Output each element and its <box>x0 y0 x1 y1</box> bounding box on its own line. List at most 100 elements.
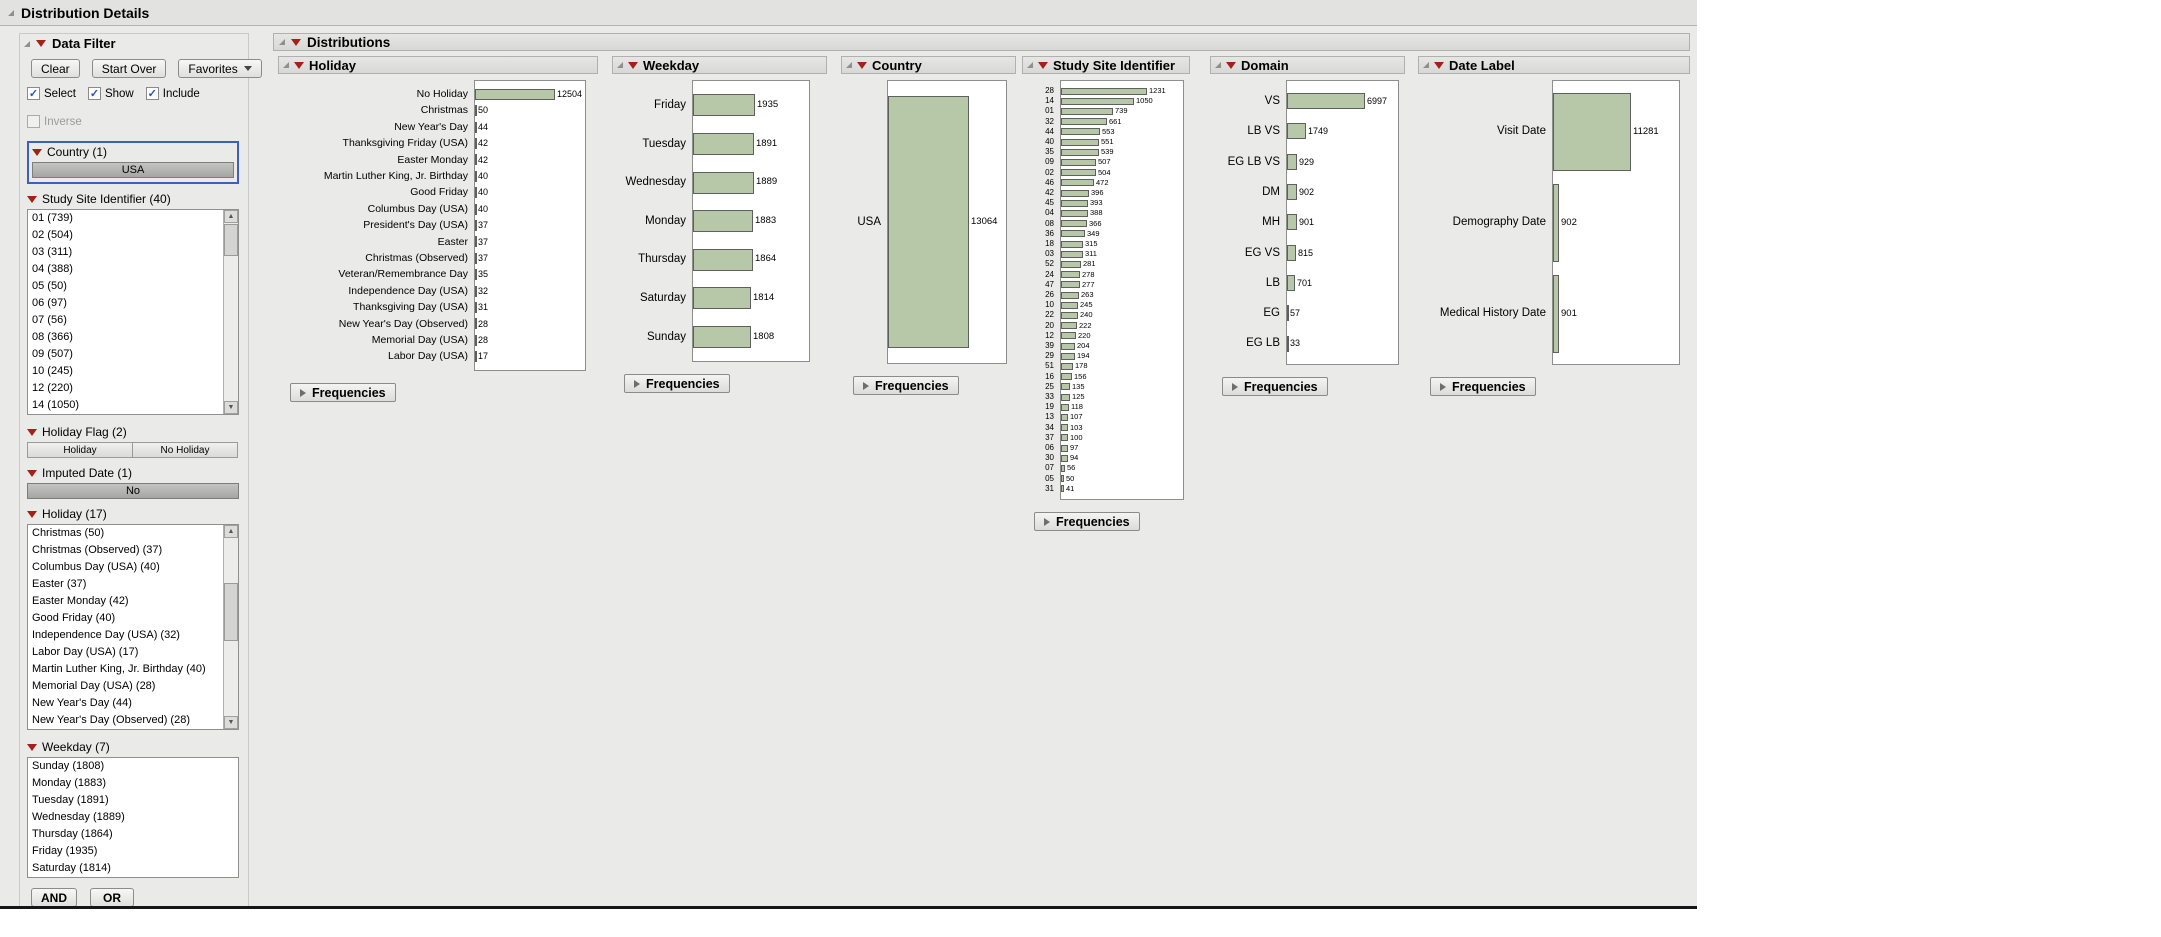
histogram-bar[interactable] <box>475 318 477 330</box>
frequencies-button[interactable]: Frequencies <box>1034 512 1140 531</box>
histogram-bar[interactable] <box>1061 210 1088 217</box>
histogram-bar[interactable] <box>888 96 969 348</box>
scrollbar[interactable]: ▲ ▼ <box>223 525 238 729</box>
histogram-bar[interactable] <box>1061 179 1094 187</box>
red-triangle-menu-icon[interactable] <box>27 469 37 477</box>
histogram-bar[interactable] <box>1061 261 1081 268</box>
histogram-bar[interactable] <box>1287 305 1289 322</box>
red-triangle-menu-icon[interactable] <box>628 61 638 69</box>
filter-list-item[interactable]: 14 (1050) <box>32 399 80 411</box>
histogram-bar[interactable] <box>1061 434 1068 442</box>
histogram-bar[interactable] <box>693 210 753 233</box>
histogram-bar[interactable] <box>1061 332 1076 340</box>
filter-list-item[interactable]: 08 (366) <box>32 331 73 343</box>
filter-list-item[interactable]: 02 (504) <box>32 229 73 241</box>
histogram-bar[interactable] <box>1061 159 1096 166</box>
red-triangle-menu-icon[interactable] <box>1038 61 1048 69</box>
histogram-bar[interactable] <box>475 121 477 133</box>
filter-list-item[interactable]: 07 (56) <box>32 314 67 326</box>
histogram-bar[interactable] <box>1287 184 1297 201</box>
checkbox-box-icon[interactable]: ✓ <box>145 87 159 100</box>
filter-list-item[interactable]: Easter (37) <box>32 578 87 590</box>
red-triangle-menu-icon[interactable] <box>27 428 37 436</box>
disclosure-open-icon[interactable] <box>1215 62 1221 68</box>
scroll-up-icon[interactable]: ▲ <box>224 525 238 538</box>
filter-list-item[interactable]: Easter Monday (42) <box>32 595 129 607</box>
imputed-date-selected-value[interactable]: No <box>27 483 239 499</box>
country-selected-value[interactable]: USA <box>32 162 234 178</box>
histogram-bar[interactable] <box>1061 454 1068 462</box>
frequencies-button[interactable]: Frequencies <box>853 376 959 395</box>
histogram-bar[interactable] <box>475 105 477 117</box>
histogram-bar[interactable] <box>1287 335 1289 352</box>
filter-list-item[interactable]: Columbus Day (USA) (40) <box>32 561 160 573</box>
histogram-bar[interactable] <box>1061 485 1064 493</box>
filter-list-item[interactable]: Christmas (Observed) (37) <box>32 544 163 556</box>
filter-list-item[interactable]: Independence Day (USA) (32) <box>32 629 180 641</box>
histogram-bar[interactable] <box>1061 312 1078 319</box>
checkbox-select[interactable]: ✓ Select <box>27 87 76 100</box>
histogram-bar[interactable] <box>475 301 477 313</box>
histogram-bar[interactable] <box>475 137 477 149</box>
scrollbar[interactable]: ▲ ▼ <box>223 210 238 414</box>
histogram-bar[interactable] <box>475 269 477 281</box>
red-triangle-menu-icon[interactable] <box>32 148 42 156</box>
histogram-bar[interactable] <box>1061 118 1107 126</box>
histogram-bar[interactable] <box>1287 93 1365 110</box>
filter-list-item[interactable]: Saturday (1814) <box>32 862 111 874</box>
histogram-bar[interactable] <box>1061 342 1075 350</box>
histogram-bar[interactable] <box>1061 363 1073 370</box>
or-button[interactable]: OR <box>90 888 134 906</box>
filter-list-item[interactable]: 05 (50) <box>32 280 67 292</box>
red-triangle-menu-icon[interactable] <box>1226 61 1236 69</box>
frequencies-button[interactable]: Frequencies <box>290 383 396 402</box>
histogram-bar[interactable] <box>1061 250 1083 258</box>
histogram-bar[interactable] <box>475 219 477 231</box>
clear-button[interactable]: Clear <box>31 59 80 78</box>
histogram-bar[interactable] <box>1061 383 1070 391</box>
histogram-bar[interactable] <box>475 285 477 297</box>
histogram-bar[interactable] <box>1061 424 1068 432</box>
filter-list-item[interactable]: 09 (507) <box>32 348 73 360</box>
frequencies-button[interactable]: Frequencies <box>1430 377 1536 396</box>
favorites-button[interactable]: Favorites <box>178 59 262 78</box>
frequencies-button[interactable]: Frequencies <box>624 374 730 393</box>
red-triangle-menu-icon[interactable] <box>27 195 37 203</box>
filter-list-item[interactable]: New Year's Day (Observed) (28) <box>32 714 190 726</box>
checkbox-show[interactable]: ✓ Show <box>87 87 134 100</box>
histogram-bar[interactable] <box>1061 281 1080 289</box>
histogram-bar[interactable] <box>1061 199 1088 207</box>
histogram-bar[interactable] <box>475 203 477 215</box>
red-triangle-menu-icon[interactable] <box>27 510 37 518</box>
filter-list-item[interactable]: 06 (97) <box>32 297 67 309</box>
scroll-down-icon[interactable]: ▼ <box>224 716 238 729</box>
filter-list-item[interactable]: Labor Day (USA) (17) <box>32 646 139 658</box>
histogram-bar[interactable] <box>1061 128 1100 136</box>
histogram-bar[interactable] <box>1287 153 1297 170</box>
red-triangle-menu-icon[interactable] <box>1434 61 1444 69</box>
histogram-bar[interactable] <box>475 170 477 182</box>
histogram-bar[interactable] <box>1061 230 1085 238</box>
filter-list-item[interactable]: Wednesday (1889) <box>32 811 125 823</box>
red-triangle-menu-icon[interactable] <box>294 61 304 69</box>
checkbox-box-icon[interactable]: ✓ <box>27 87 40 100</box>
disclosure-open-icon[interactable] <box>1027 62 1033 68</box>
red-triangle-menu-icon[interactable] <box>857 61 867 69</box>
histogram-bar[interactable] <box>1061 465 1065 472</box>
histogram-bar[interactable] <box>693 171 754 194</box>
histogram-bar[interactable] <box>1287 244 1296 261</box>
histogram-bar[interactable] <box>1061 393 1070 401</box>
histogram-bar[interactable] <box>693 132 754 155</box>
histogram-bar[interactable] <box>475 154 477 166</box>
filter-list-item[interactable]: 12 (220) <box>32 382 73 394</box>
histogram-bar[interactable] <box>1061 271 1080 279</box>
red-triangle-menu-icon[interactable] <box>27 743 37 751</box>
scrollbar-thumb[interactable] <box>224 583 238 641</box>
histogram-bar[interactable] <box>1061 240 1083 248</box>
histogram-bar[interactable] <box>693 94 755 117</box>
histogram-bar[interactable] <box>1061 138 1099 146</box>
filter-list-item[interactable]: Good Friday (40) <box>32 612 116 624</box>
scroll-down-icon[interactable]: ▼ <box>224 401 238 414</box>
histogram-bar[interactable] <box>1061 301 1078 309</box>
histogram-bar[interactable] <box>1061 475 1064 483</box>
